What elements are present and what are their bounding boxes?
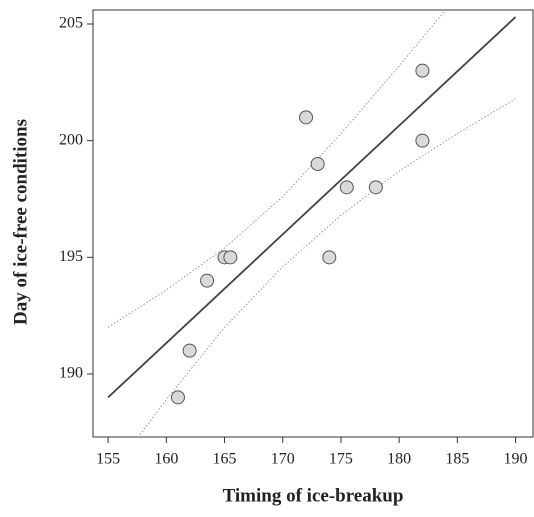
- x-tick-label: 170: [271, 451, 295, 468]
- x-tick-label: 185: [445, 451, 469, 468]
- data-point: [339, 180, 354, 195]
- x-tick-label: 175: [329, 451, 353, 468]
- data-point: [310, 157, 325, 171]
- data-point: [170, 390, 185, 405]
- regression-line: [107, 16, 517, 398]
- confidence-band-lower: [137, 98, 516, 437]
- x-tick-label: 155: [96, 451, 120, 468]
- x-tick-label: 160: [154, 451, 178, 468]
- data-point: [223, 250, 238, 265]
- confidence-band-upper: [107, 10, 447, 328]
- data-point: [368, 180, 383, 195]
- y-tick-label: 205: [59, 15, 83, 32]
- data-point: [415, 63, 430, 78]
- x-tick-label: 190: [504, 451, 528, 468]
- y-tick-label: 190: [59, 365, 83, 382]
- x-axis-title: Timing of ice-breakup: [223, 485, 404, 506]
- data-point: [322, 250, 337, 265]
- data-point: [200, 273, 215, 288]
- x-tick-label: 180: [387, 451, 411, 468]
- y-tick-label: 195: [59, 248, 83, 265]
- y-axis-title: Day of ice-free conditions: [10, 119, 31, 325]
- y-tick-label: 200: [59, 131, 83, 148]
- x-tick-label: 165: [213, 451, 237, 468]
- data-point: [182, 343, 197, 358]
- plot-frame: [92, 9, 534, 438]
- data-point: [299, 110, 314, 125]
- data-point: [415, 133, 430, 148]
